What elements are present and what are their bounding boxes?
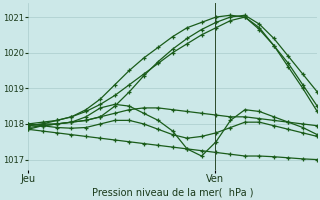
X-axis label: Pression niveau de la mer(  hPa ): Pression niveau de la mer( hPa ) [92, 187, 253, 197]
